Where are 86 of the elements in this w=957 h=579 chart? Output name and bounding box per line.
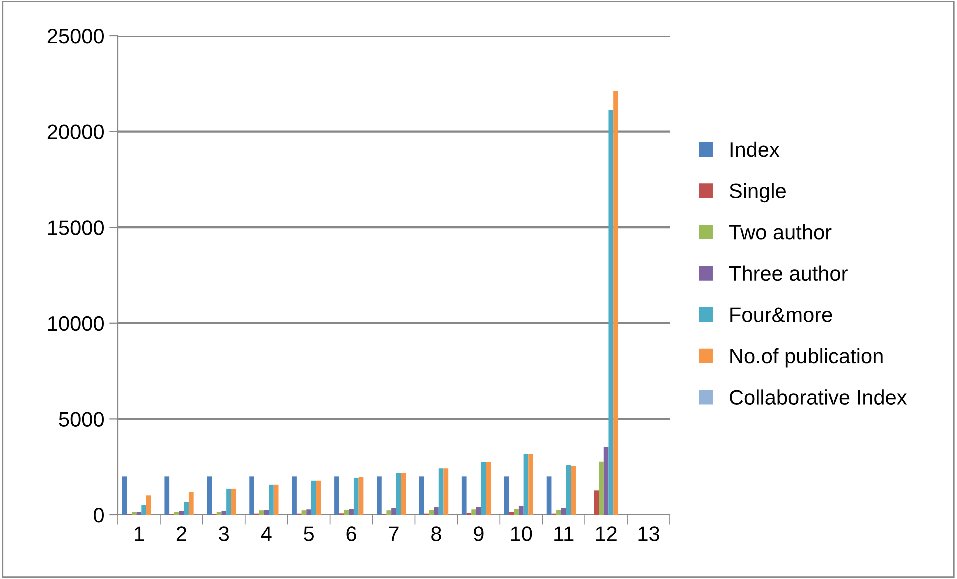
bar xyxy=(274,484,279,515)
x-tick-label: 5 xyxy=(304,526,314,542)
bar xyxy=(164,476,170,515)
y-tick-label: 20000 xyxy=(48,124,104,140)
bar xyxy=(264,510,270,515)
bar xyxy=(302,510,307,515)
bar xyxy=(316,480,322,515)
x-tick-label: 9 xyxy=(474,526,484,542)
y-tick-label: 0 xyxy=(94,508,104,523)
bar xyxy=(354,478,359,515)
x-tick-label: 6 xyxy=(346,526,356,542)
bar xyxy=(222,510,227,515)
bar xyxy=(401,473,406,515)
bar xyxy=(444,468,449,515)
bar xyxy=(349,509,354,515)
bar xyxy=(481,462,486,515)
bar xyxy=(476,507,482,515)
bar xyxy=(429,510,434,515)
bar xyxy=(146,496,152,515)
bar xyxy=(259,510,264,515)
x-tick-label: 11 xyxy=(554,526,574,542)
bar xyxy=(594,490,600,515)
bar xyxy=(122,476,128,515)
bar xyxy=(377,476,382,515)
bar xyxy=(344,510,350,515)
x-tick-label: 8 xyxy=(432,526,442,542)
bar xyxy=(250,476,254,515)
bar xyxy=(514,509,519,515)
bar xyxy=(174,512,180,515)
bar xyxy=(184,502,189,515)
bar xyxy=(269,484,274,515)
legend-label: No.of publication xyxy=(730,348,883,368)
bar xyxy=(392,508,396,515)
legend-label: Collaborative Index xyxy=(730,390,908,405)
bar xyxy=(486,462,492,515)
bar xyxy=(566,465,572,515)
bar xyxy=(524,454,529,515)
bar xyxy=(462,476,467,515)
legend-label: Index xyxy=(730,142,780,158)
bar xyxy=(614,90,618,515)
bar xyxy=(561,508,566,515)
bar xyxy=(132,512,137,515)
bar xyxy=(504,476,510,515)
bar xyxy=(434,508,439,515)
y-tick-label: 10000 xyxy=(48,316,104,332)
bar xyxy=(438,468,444,515)
bar xyxy=(556,510,562,515)
x-tick-label: 3 xyxy=(219,526,230,542)
bar xyxy=(207,476,212,515)
bar xyxy=(599,462,604,515)
bar xyxy=(528,454,534,515)
bar xyxy=(136,512,142,515)
bar xyxy=(518,506,524,515)
x-tick-label: 12 xyxy=(596,526,617,542)
legend-label: Four&more xyxy=(730,308,832,322)
x-tick-label: 2 xyxy=(176,526,186,542)
legend-label: Two author xyxy=(729,224,832,240)
bar xyxy=(546,476,552,515)
x-tick-label: 4 xyxy=(261,526,272,542)
bar xyxy=(604,446,609,515)
y-tick-label: 5000 xyxy=(59,412,104,427)
bar xyxy=(472,510,476,515)
x-tick-label: 7 xyxy=(389,526,399,542)
x-tick-label: 13 xyxy=(638,526,660,542)
bar xyxy=(419,476,424,515)
x-tick-label: 1 xyxy=(135,526,144,542)
bar xyxy=(396,473,402,515)
bar xyxy=(188,492,194,515)
x-tick-label: 10 xyxy=(511,526,532,542)
bar xyxy=(571,466,576,515)
legend-label: Single xyxy=(730,183,786,203)
bar xyxy=(334,476,340,515)
bar xyxy=(292,476,297,515)
y-tick-label: 15000 xyxy=(48,220,104,236)
bar xyxy=(231,488,236,515)
legend-label: Three author xyxy=(729,266,848,282)
bar xyxy=(142,505,147,515)
bar xyxy=(312,480,316,515)
bar xyxy=(386,510,392,515)
y-tick-label: 25000 xyxy=(48,29,104,44)
bar xyxy=(216,512,222,515)
bar xyxy=(358,477,364,515)
bar xyxy=(179,511,184,515)
bar xyxy=(226,488,232,515)
bar xyxy=(306,510,312,515)
bar xyxy=(608,110,614,515)
